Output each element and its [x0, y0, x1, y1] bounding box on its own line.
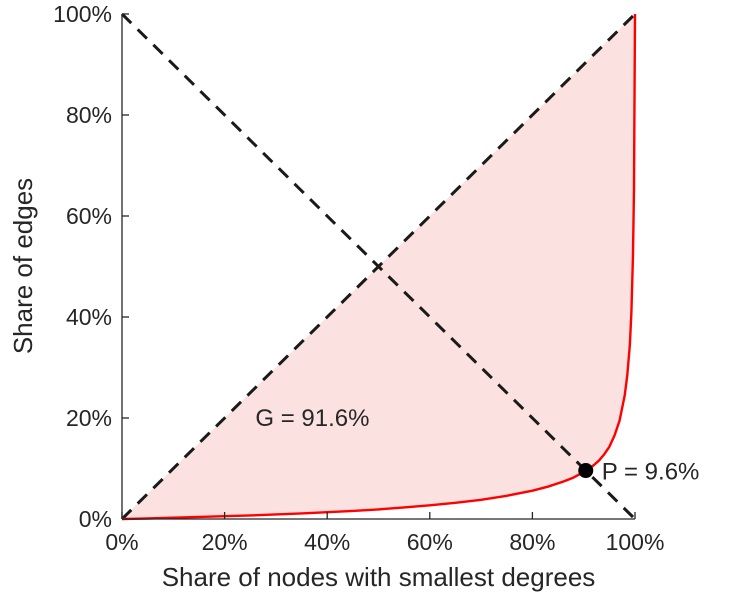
x-tick-label: 80% — [509, 529, 555, 555]
p-label: P = 9.6% — [602, 459, 700, 486]
lorenz-curve — [121, 13, 637, 521]
x-tick-label: 20% — [202, 529, 248, 555]
y-tick-label: 0% — [79, 506, 112, 532]
y-tick-label: 80% — [66, 102, 112, 128]
y-tick-label: 60% — [66, 203, 112, 229]
x-axis-title: Share of nodes with smallest degrees — [161, 562, 596, 592]
p-marker — [578, 463, 594, 479]
x-tick-label: 40% — [304, 529, 350, 555]
y-tick-label: 40% — [66, 304, 112, 330]
x-tick-label: 100% — [606, 529, 665, 555]
y-tick-label: 20% — [66, 405, 112, 431]
x-tick-label: 60% — [407, 529, 453, 555]
x-tick-label: 0% — [105, 529, 138, 555]
gini-label: G = 91.6% — [255, 405, 369, 432]
anti-diagonal — [120, 12, 637, 521]
y-axis-title: Share of edges — [8, 177, 38, 355]
y-tick-label: 100% — [53, 1, 112, 27]
